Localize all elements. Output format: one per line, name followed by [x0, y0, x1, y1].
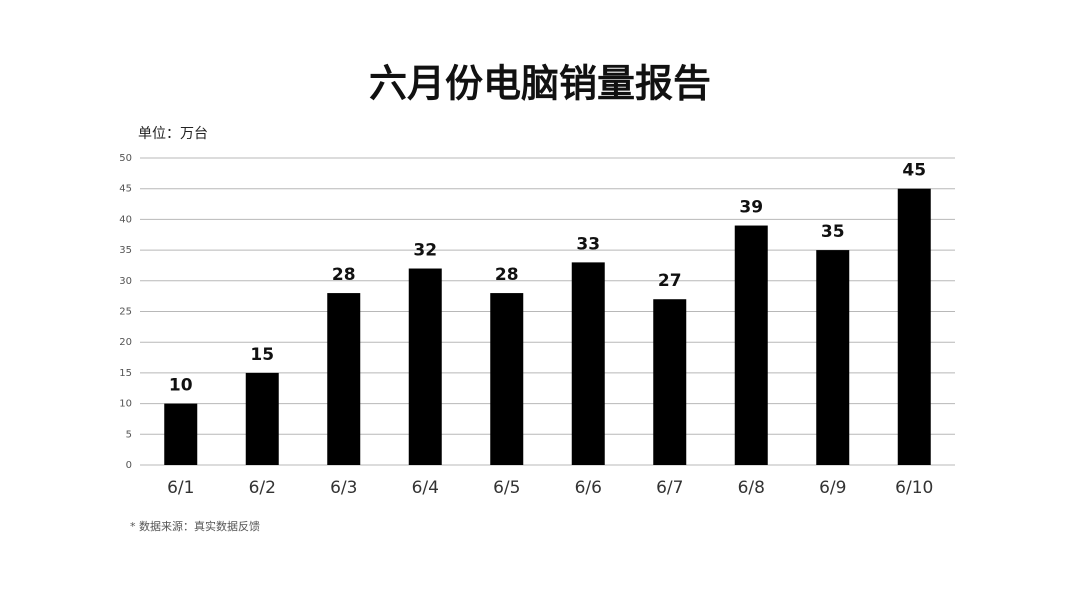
bar — [734, 225, 768, 465]
bar — [897, 188, 931, 465]
x-tick-label: 6/7 — [656, 478, 683, 498]
y-tick-label: 45 — [119, 184, 132, 195]
y-tick-label: 15 — [119, 368, 132, 379]
bar — [816, 250, 850, 465]
data-label: 35 — [821, 222, 845, 242]
chart-title: 六月份电脑销量报告 — [369, 62, 711, 106]
x-tick-label: 6/8 — [738, 478, 765, 498]
bar — [245, 372, 279, 465]
data-label: 15 — [250, 345, 274, 365]
bar — [164, 403, 198, 465]
data-label: 28 — [332, 265, 356, 285]
data-label: 32 — [413, 241, 437, 261]
bar — [571, 262, 605, 465]
x-tick-label: 6/6 — [575, 478, 602, 498]
y-tick-label: 20 — [119, 337, 132, 348]
y-tick-label: 35 — [119, 245, 132, 256]
bar — [653, 299, 687, 465]
x-tick-label: 6/5 — [493, 478, 520, 498]
unit-label: 单位：万台 — [138, 126, 208, 142]
y-tick-label: 30 — [119, 276, 132, 287]
data-label: 27 — [658, 271, 682, 291]
footnote: * 数据来源：真实数据反馈 — [130, 519, 260, 533]
x-tick-label: 6/2 — [249, 478, 276, 498]
y-tick-label: 40 — [119, 214, 132, 225]
x-tick-label: 6/4 — [412, 478, 439, 498]
bar — [327, 293, 361, 465]
x-tick-label: 6/9 — [819, 478, 846, 498]
y-tick-label: 5 — [126, 429, 132, 440]
x-tick-label: 6/1 — [167, 478, 194, 498]
data-label: 33 — [576, 234, 600, 254]
data-label: 39 — [739, 198, 763, 218]
y-tick-label: 0 — [126, 460, 132, 471]
y-tick-label: 50 — [119, 153, 132, 164]
bar — [408, 268, 442, 465]
x-tick-label: 6/10 — [895, 478, 933, 498]
y-tick-label: 25 — [119, 307, 132, 318]
x-tick-label: 6/3 — [330, 478, 357, 498]
data-label: 10 — [169, 376, 193, 396]
y-tick-label: 10 — [119, 399, 132, 410]
bar — [490, 293, 524, 465]
data-label: 28 — [495, 265, 519, 285]
data-label: 45 — [902, 161, 926, 181]
